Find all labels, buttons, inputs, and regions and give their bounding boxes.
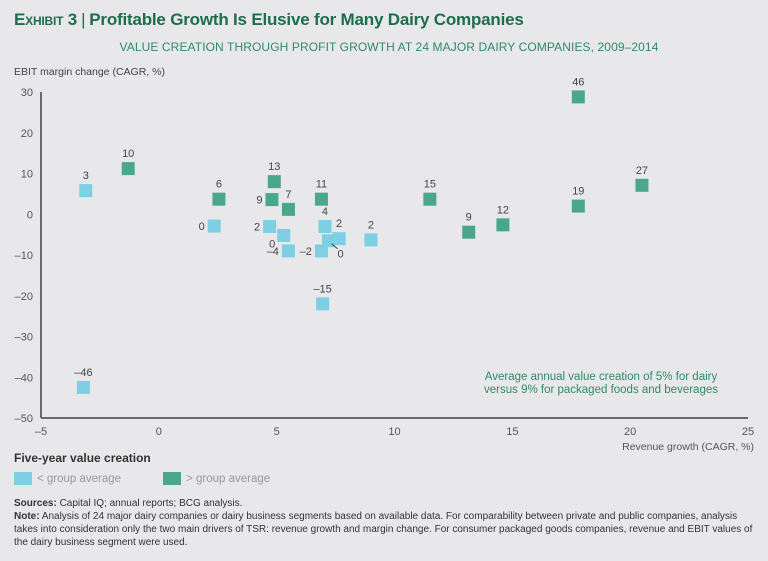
data-point xyxy=(571,199,585,213)
data-point xyxy=(571,90,585,104)
legend-label-below-average: < group average xyxy=(37,472,122,485)
y-tick-label: –30 xyxy=(15,332,33,344)
y-ticks: 30 20 10 0 –10 –20 –30 –40 –50 xyxy=(15,87,33,425)
y-tick-label: 0 xyxy=(27,209,33,221)
y-tick-label: –40 xyxy=(15,372,33,384)
data-point-label: 9 xyxy=(466,212,472,224)
data-point xyxy=(364,233,378,247)
exhibit-title-text: Profitable Growth Is Elusive for Many Da… xyxy=(89,10,524,29)
data-point xyxy=(281,202,295,216)
data-point-label: 3 xyxy=(83,170,89,182)
legend-title: Five-year value creation xyxy=(14,451,151,465)
chart-annotation: Average annual value creation of 5% for … xyxy=(456,371,746,397)
footer-notes: Sources: Capital IQ; annual reports; BCG… xyxy=(14,497,759,549)
data-point-label: –2 xyxy=(300,246,312,258)
data-point-label: 19 xyxy=(572,186,584,198)
data-point xyxy=(462,225,476,239)
data-point-label: 12 xyxy=(497,204,509,216)
axes xyxy=(40,92,748,419)
data-point xyxy=(281,244,295,258)
legend-swatch-above-average xyxy=(163,472,182,485)
data-point-label: 6 xyxy=(216,179,222,191)
data-point xyxy=(277,228,291,242)
data-point-label: 0 xyxy=(269,238,275,250)
x-tick-label: –5 xyxy=(35,426,47,438)
data-point-label: 2 xyxy=(336,218,342,230)
x-tick-label: 25 xyxy=(742,426,754,438)
data-point-label: 2 xyxy=(368,219,374,231)
exhibit-number: Exhibit 3 xyxy=(14,10,78,29)
y-tick-label: –10 xyxy=(15,250,33,262)
data-point xyxy=(267,175,281,189)
y-tick-label: –20 xyxy=(15,291,33,303)
x-axis-label: Revenue growth (CAGR, %) xyxy=(622,441,754,453)
data-point xyxy=(79,184,93,198)
sources-text: Capital IQ; annual reports; BCG analysis… xyxy=(56,498,243,509)
sources-line: Sources: Capital IQ; annual reports; BCG… xyxy=(14,497,759,510)
legend-item-above-average: > group average xyxy=(163,472,270,485)
data-point-label: 46 xyxy=(572,76,584,88)
y-tick-label: 30 xyxy=(21,87,33,99)
data-point-label: 13 xyxy=(268,161,280,173)
data-point-label: 10 xyxy=(122,148,134,160)
data-point-label: 2 xyxy=(254,221,260,233)
data-point xyxy=(263,219,277,233)
x-ticks: –5 0 5 10 15 20 25 xyxy=(35,426,754,438)
legend: < group average > group average xyxy=(14,472,312,485)
sources-label: Sources: xyxy=(14,498,57,509)
data-point-label: 4 xyxy=(322,206,328,218)
data-point-label: 9 xyxy=(256,195,262,207)
data-point xyxy=(212,192,226,206)
data-point xyxy=(314,244,328,258)
data-point xyxy=(121,162,135,176)
note-line: Note: Analysis of 24 major dairy compani… xyxy=(14,510,759,549)
annotation-line-2: versus 9% for packaged foods and beverag… xyxy=(484,384,718,396)
data-point xyxy=(76,380,90,394)
data-point xyxy=(265,193,279,207)
x-tick-label: 10 xyxy=(388,426,400,438)
data-point-label: –15 xyxy=(313,283,331,295)
title-separator: | xyxy=(81,10,86,29)
data-point-label: 7 xyxy=(285,189,291,201)
legend-item-below-average: < group average xyxy=(14,472,121,485)
data-point-label: 0 xyxy=(337,249,343,261)
x-tick-label: 15 xyxy=(506,426,518,438)
data-point xyxy=(423,192,437,206)
data-point-label: 11 xyxy=(316,179,327,191)
annotation-line-1: Average annual value creation of 5% for … xyxy=(484,371,718,383)
y-axis-label: EBIT margin change (CAGR, %) xyxy=(14,66,165,78)
y-tick-label: 20 xyxy=(21,128,33,140)
data-point-label: 0 xyxy=(199,221,205,233)
data-point xyxy=(314,192,328,206)
legend-label-above-average: > group average xyxy=(186,472,271,485)
note-label: Note: xyxy=(14,511,40,522)
exhibit-title: Exhibit 3 | Profitable Growth Is Elusive f… xyxy=(14,10,524,30)
x-tick-label: 20 xyxy=(624,426,636,438)
data-point xyxy=(207,219,221,233)
label-leader-line xyxy=(331,243,338,250)
data-point xyxy=(332,232,346,246)
note-text: Analysis of 24 major dairy companies or … xyxy=(14,511,753,548)
x-tick-label: 5 xyxy=(274,426,280,438)
y-tick-label: –50 xyxy=(15,413,33,425)
data-point xyxy=(318,219,332,233)
y-tick-label: 10 xyxy=(21,169,33,181)
data-point-label: –4 xyxy=(267,246,279,258)
data-point xyxy=(496,218,510,232)
chart-subtitle: VALUE CREATION THROUGH PROFIT GROWTH AT … xyxy=(119,40,659,54)
data-point-label: 15 xyxy=(424,179,436,191)
x-tick-label: 0 xyxy=(156,426,162,438)
data-point-label: 27 xyxy=(636,165,648,177)
data-point-label: –46 xyxy=(74,367,92,379)
data-point xyxy=(635,178,649,192)
data-point xyxy=(316,297,330,311)
legend-swatch-below-average xyxy=(14,472,32,485)
